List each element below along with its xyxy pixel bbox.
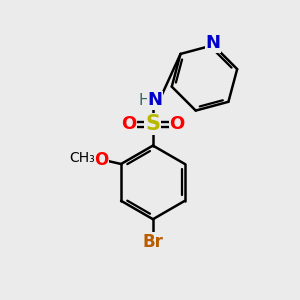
Text: O: O	[121, 116, 136, 134]
Text: O: O	[94, 151, 108, 169]
Text: O: O	[169, 116, 185, 134]
Text: S: S	[146, 114, 160, 134]
Text: N: N	[206, 34, 221, 52]
Text: Br: Br	[142, 232, 164, 250]
Text: N: N	[148, 91, 163, 109]
Text: CH₃: CH₃	[69, 151, 95, 165]
Text: H: H	[138, 93, 150, 108]
